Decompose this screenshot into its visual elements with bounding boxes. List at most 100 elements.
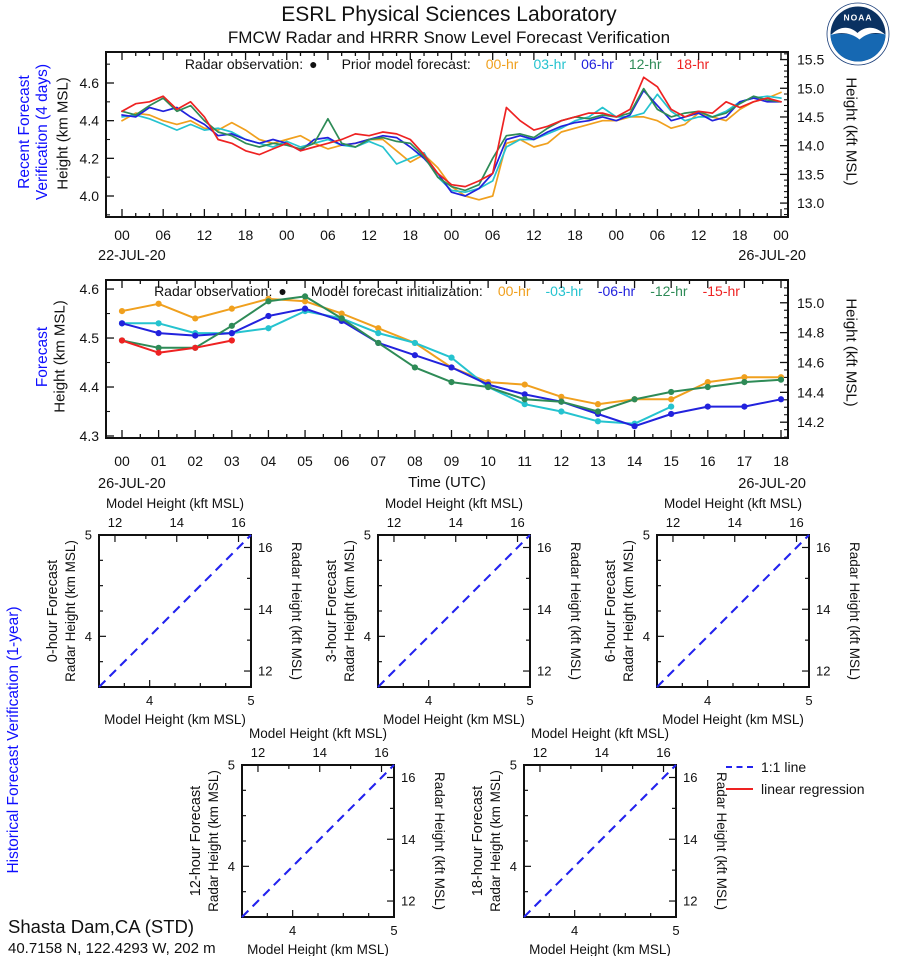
kft-y-tick-label: 14 [816,602,830,617]
x-axis-tick-label: 15 [663,453,679,469]
identity-line [241,764,395,918]
series-marker--03-hr [448,354,455,361]
forecast-chart-legend: Radar observation: ● Model forecast initia… [106,283,788,299]
series-marker--06-hr [448,364,455,371]
km-y-tick-label: 4 [510,859,517,874]
noaa-logo-text: NOAA [843,13,872,23]
x-axis-tick-label: 13 [590,453,606,469]
series-marker--12-hr [704,383,711,391]
series-marker--06-hr [558,398,565,405]
x-axis-tick-label: 14 [627,453,643,469]
series-marker-00-hr [704,379,711,386]
noaa-logo-icon: NOAA [826,2,890,66]
series-marker--06-hr [521,391,528,398]
regression-line-sample [726,788,753,790]
km-x-tick-label: 5 [672,923,679,938]
y-axis-tick-label: 4.5 [80,330,100,346]
series-line-12-hr [121,87,782,192]
kft-x-tick-label: 14 [595,745,609,760]
x-axis-tick-label: 11 [517,453,532,469]
x-axis-tick-label: 00 [608,227,624,243]
series-marker--03-hr [228,330,235,337]
series-marker--06-hr [192,332,199,339]
model-height-km-label: Model Height (km MSL) [383,712,525,727]
scatter-title: 12-hour Forecast [188,786,204,896]
kft-y-tick-label: 12 [537,664,551,679]
kft-axis-tick-label: 14.8 [797,325,824,341]
recent-ylabel-right: Height (kft MSL) [842,77,860,186]
series-marker--03-hr [411,339,418,347]
series-marker--06-hr [265,312,272,320]
x-axis-tick-label: 10 [480,453,496,469]
x-axis-tick-label: 00 [444,227,460,243]
identity-line-sample [726,766,753,768]
kft-x-tick-label: 16 [374,745,388,760]
series-line--15-hr [121,339,233,354]
scatter-3h-plot-frame [377,534,531,688]
series-marker--06-hr [631,423,638,430]
series-marker--06-hr [485,381,492,388]
km-y-tick-label: 5 [228,758,235,773]
series-marker--12-hr [118,337,126,344]
forecast-ylabel-left: Height (km MSL) [51,300,69,413]
series-marker-00-hr [228,305,235,312]
legend-entry-06-hr: 06-hr [581,56,614,72]
recent-date-right: 26-JUL-20 [738,248,806,264]
km-y-tick-label: 5 [643,528,650,543]
km-x-tick-label: 4 [289,923,296,938]
kft-axis-tick-label: 14.0 [797,138,824,154]
km-x-tick-label: 5 [805,693,812,708]
series-marker--12-hr [192,344,199,351]
y-axis-tick-label: 4.2 [80,150,100,166]
legend-entry-03-hr: 03-hr [533,56,567,72]
kft-x-tick-label: 12 [251,745,265,760]
km-y-tick-label: 5 [85,528,92,543]
series-marker--06-hr [338,317,345,324]
noaa-logo: NOAA [826,2,890,66]
radar-height-kft-label: Radar Height (kft MSL) [847,542,862,680]
kft-y-tick-label: 12 [816,664,830,679]
kft-axis-tick-label: 14.6 [797,354,824,370]
x-axis-tick-label: 07 [370,453,386,469]
y-axis-tick-label: 4.3 [80,428,100,444]
series-marker-00-hr [411,339,418,347]
x-axis-tick-label: 00 [773,227,789,243]
series-marker-00-hr [631,396,638,403]
kft-x-tick-label: 12 [108,515,122,530]
series-marker--03-hr [668,403,675,410]
x-axis-tick-label: 06 [334,453,350,469]
series-marker--12-hr [228,322,235,329]
model-height-kft-label: Model Height (kft MSL) [106,496,244,511]
radar-observation-marker: ● [309,56,318,72]
series-marker--12-hr [375,339,382,347]
page-title: ESRL Physical Sciences Laboratory [281,3,617,26]
series-marker--03-hr [301,308,309,315]
series-marker--12-hr [594,408,602,415]
kft-x-tick-label: 12 [533,745,547,760]
series-marker--03-hr [338,315,345,322]
series-marker--06-hr [155,330,162,337]
series-line-00-hr [121,297,782,406]
x-axis-tick-label: 06 [320,227,336,243]
radar-height-kft-label: Radar Height (kft MSL) [568,542,583,680]
series-marker-00-hr [155,300,162,307]
series-marker--06-hr [301,305,309,312]
forecast-xlabel: Time (UTC) [408,474,486,491]
kft-y-tick-label: 12 [258,664,272,679]
x-axis-tick-label: 18 [773,453,789,469]
recent-chart-legend: Radar observation: ● Prior model forecast:… [106,56,788,72]
series-marker--12-hr [668,388,675,396]
radar-height-km-label: Radar Height (km MSL) [488,770,503,912]
forecast-plot-frame [105,279,789,439]
kft-axis-tick-label: 14.4 [797,384,824,400]
model-height-kft-label: Model Height (kft MSL) [531,726,669,741]
regression-line-label: linear regression [761,781,865,797]
kft-y-tick-label: 14 [258,602,272,617]
series-marker-00-hr [192,315,199,322]
series-marker--03-hr [118,320,126,327]
series-marker--12-hr [411,364,418,371]
series-marker--03-hr [265,325,272,332]
identity-line [377,534,531,688]
km-x-tick-label: 4 [146,693,153,708]
x-axis-tick-label: 18 [403,227,419,243]
